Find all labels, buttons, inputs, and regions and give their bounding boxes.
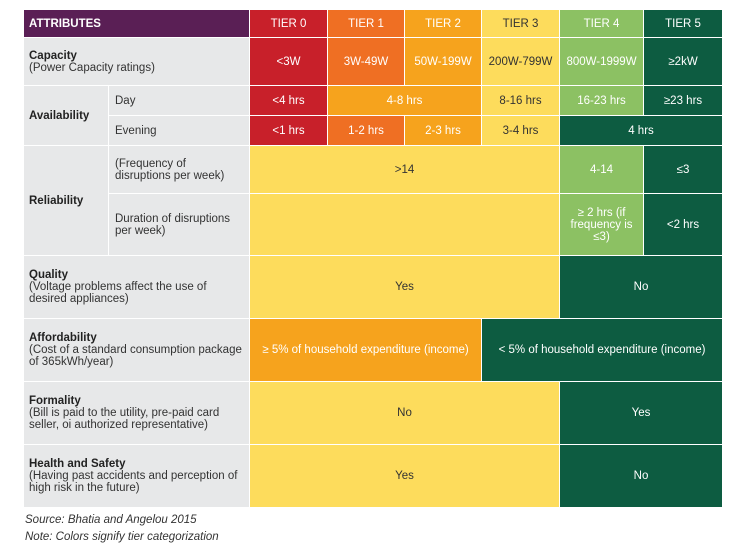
availability-evening-tier-4-5: 4 hrs — [559, 115, 724, 146]
header-tier-3: TIER 3 — [481, 9, 561, 38]
formality-tier-4-5: Yes — [559, 381, 724, 445]
reliability-duration-row: Duration of disruptions per week) ≥ 2 hr… — [24, 193, 724, 256]
reliability-frequency-tier-5: ≤3 — [643, 145, 724, 194]
quality-row: Quality (Voltage problems affect the use… — [22, 255, 724, 319]
availability-day-tier-3: 8-16 hrs — [481, 85, 561, 116]
reliability-frequency-label: (Frequency of disruptions per week) — [107, 145, 251, 194]
health-safety-tier-4-5: No — [559, 444, 724, 508]
availability-attribute: Availability — [23, 85, 109, 146]
affordability-desc: (Cost of a standard consumption package … — [29, 344, 242, 368]
affordability-attribute: Affordability (Cost of a standard consum… — [22, 318, 251, 382]
health-safety-tier-0-3: Yes — [249, 444, 561, 508]
availability-day-tier-5: ≥23 hrs — [643, 85, 724, 116]
reliability-duration-tier-5: <2 hrs — [643, 193, 724, 256]
capacity-tier-0: <3W — [249, 37, 329, 86]
reliability-duration-tier-0-3 — [249, 193, 561, 256]
formality-tier-0-3: No — [249, 381, 561, 445]
reliability-duration-label: Duration of disruptions per week) — [107, 193, 251, 256]
reliability-name: Reliability — [29, 194, 84, 207]
quality-tier-0-3: Yes — [249, 255, 561, 319]
header-tier-0: TIER 0 — [249, 9, 329, 38]
health-safety-desc: (Having past accidents and perception of… — [29, 470, 238, 494]
capacity-desc: (Power Capacity ratings) — [29, 61, 155, 74]
reliability-frequency-tier-4: 4-14 — [559, 145, 645, 194]
capacity-row: Capacity (Power Capacity ratings) <3W 3W… — [22, 37, 724, 86]
table-notes: Source: Bhatia and Angelou 2015 Note: Co… — [25, 512, 219, 546]
availability-evening-tier-2: 2-3 hrs — [404, 115, 483, 146]
source-note: Source: Bhatia and Angelou 2015 — [25, 514, 197, 526]
header-tier-4: TIER 4 — [559, 9, 645, 38]
formality-name: Formality — [29, 395, 81, 407]
header-tier-2: TIER 2 — [404, 9, 483, 38]
tier-table: ATTRIBUTES TIER 0 TIER 1 TIER 2 TIER 3 T… — [22, 9, 724, 508]
affordability-tier-0-2: ≥ 5% of household expenditure (income) — [249, 318, 483, 382]
capacity-tier-5: ≥2kW — [643, 37, 724, 86]
availability-day-tier-4: 16-23 hrs — [559, 85, 645, 116]
quality-desc: (Voltage problems affect the use of desi… — [29, 281, 207, 305]
availability-evening-tier-3: 3-4 hrs — [481, 115, 561, 146]
header-attributes: ATTRIBUTES — [22, 9, 251, 38]
availability-name: Availability — [29, 109, 90, 122]
affordability-name: Affordability — [29, 332, 97, 344]
capacity-name: Capacity — [29, 49, 77, 62]
availability-evening-row: Evening <1 hrs 1-2 hrs 2-3 hrs 3-4 hrs 4… — [24, 115, 724, 146]
header-row: ATTRIBUTES TIER 0 TIER 1 TIER 2 TIER 3 T… — [22, 9, 724, 38]
quality-attribute: Quality (Voltage problems affect the use… — [22, 255, 251, 319]
capacity-tier-4: 800W-1999W — [559, 37, 645, 86]
color-note: Note: Colors signify tier categorization — [25, 531, 219, 543]
availability-evening-label: Evening — [107, 115, 251, 146]
formality-row: Formality (Bill is paid to the utility, … — [22, 381, 724, 445]
reliability-duration-tier-4: ≥ 2 hrs (if frequency is ≤3) — [559, 193, 645, 256]
capacity-tier-3: 200W-799W — [481, 37, 561, 86]
reliability-frequency-tier-0-3: >14 — [249, 145, 561, 194]
availability-evening-tier-1: 1-2 hrs — [327, 115, 406, 146]
reliability-frequency-row: Reliability (Frequency of disruptions pe… — [23, 145, 724, 256]
quality-name: Quality — [29, 269, 68, 281]
capacity-attribute: Capacity (Power Capacity ratings) — [22, 37, 251, 86]
capacity-tier-2: 50W-199W — [404, 37, 483, 86]
health-safety-attribute: Health and Safety (Having past accidents… — [22, 444, 251, 508]
health-safety-name: Health and Safety — [29, 458, 126, 470]
availability-day-label: Day — [107, 85, 251, 116]
availability-day-row: Availability Day <4 hrs 4-8 hrs 8-16 hrs… — [23, 85, 724, 146]
affordability-tier-3-5: < 5% of household expenditure (income) — [481, 318, 724, 382]
availability-day-tier-1-2: 4-8 hrs — [327, 85, 483, 116]
affordability-row: Affordability (Cost of a standard consum… — [22, 318, 724, 382]
availability-evening-tier-0: <1 hrs — [249, 115, 329, 146]
formality-desc: (Bill is paid to the utility, pre-paid c… — [29, 407, 220, 431]
capacity-tier-1: 3W-49W — [327, 37, 406, 86]
reliability-attribute: Reliability — [23, 145, 109, 256]
formality-attribute: Formality (Bill is paid to the utility, … — [22, 381, 251, 445]
header-tier-1: TIER 1 — [327, 9, 406, 38]
header-tier-5: TIER 5 — [643, 9, 724, 38]
availability-day-tier-0: <4 hrs — [249, 85, 329, 116]
quality-tier-4-5: No — [559, 255, 724, 319]
health-safety-row: Health and Safety (Having past accidents… — [22, 444, 724, 508]
